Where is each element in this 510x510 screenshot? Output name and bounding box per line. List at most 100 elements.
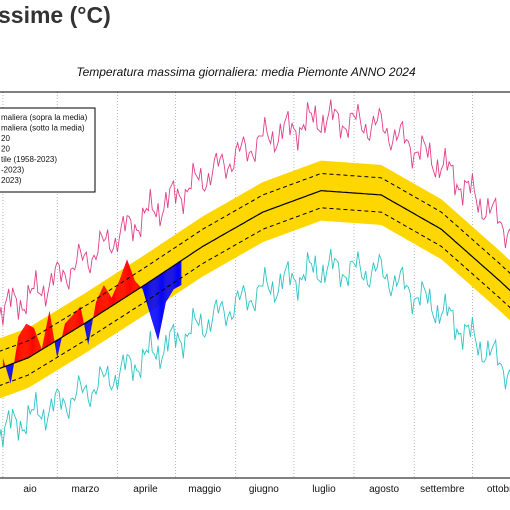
anomaly-above: [102, 285, 104, 312]
anomaly-below: [178, 261, 180, 287]
anomaly-above: [94, 307, 96, 318]
anomaly-below: [176, 263, 178, 288]
anomaly-below: [162, 272, 164, 317]
anomaly-below: [84, 322, 86, 331]
anomaly-above: [123, 267, 125, 299]
anomaly-above: [129, 264, 130, 295]
anomaly-below: [169, 267, 171, 296]
legend-entry: 2023): [1, 176, 22, 185]
month-label: settembre: [420, 484, 465, 495]
anomaly-above: [77, 308, 79, 328]
anomaly-below: [8, 364, 10, 381]
anomaly-above: [47, 315, 49, 347]
plot-border: [0, 91, 510, 479]
record-max-line: [0, 99, 510, 326]
anomaly-above: [24, 325, 26, 360]
anomaly-above: [78, 307, 80, 328]
anomaly-above: [69, 317, 71, 333]
anomaly-below: [85, 322, 87, 336]
anomaly-above: [120, 275, 122, 301]
anomaly-above: [130, 269, 132, 294]
anomaly-above: [16, 342, 18, 363]
legend-entry: -2023): [1, 166, 24, 175]
anomaly-above: [62, 332, 64, 338]
anomaly-below: [177, 262, 179, 288]
anomaly-below: [172, 265, 174, 291]
anomaly-below: [160, 274, 162, 332]
anomaly-below: [163, 271, 165, 312]
anomaly-below: [158, 275, 160, 341]
anomaly-above: [136, 282, 138, 290]
anomaly-above: [31, 326, 33, 357]
anomaly-above: [76, 309, 78, 329]
normal-band: [0, 160, 510, 399]
month-label: maggio: [188, 484, 221, 495]
anomaly-above: [19, 333, 21, 362]
anomaly-below: [56, 340, 58, 358]
anomaly-below: [164, 270, 166, 307]
anomaly-above: [115, 287, 117, 304]
anomaly-above: [21, 330, 23, 361]
anomaly-above: [48, 310, 50, 346]
month-label: marzo: [71, 484, 99, 495]
anomaly-above: [43, 334, 45, 349]
anomaly-above: [70, 316, 72, 332]
anomaly-below: [153, 278, 155, 328]
anomaly-above: [126, 259, 128, 297]
anomaly-above: [134, 280, 136, 292]
anomaly-above: [112, 293, 114, 306]
anomaly-above: [122, 269, 124, 300]
plot-area: [0, 91, 510, 479]
p75-line: [0, 172, 510, 352]
anomaly-above: [98, 293, 100, 315]
anomaly-below: [179, 261, 181, 287]
anomaly-below: [157, 275, 159, 341]
anomaly-above: [30, 325, 32, 357]
anomaly-above: [38, 341, 40, 352]
anomaly-below: [143, 285, 145, 296]
month-label: luglio: [312, 484, 336, 495]
anomaly-above: [63, 327, 65, 337]
anomaly-above: [34, 330, 36, 354]
anomaly-above: [82, 316, 84, 325]
anomaly-above: [109, 294, 111, 308]
p25-line: [0, 207, 510, 386]
anomaly-above: [35, 333, 37, 354]
anomaly-below: [90, 319, 92, 335]
anomaly-above: [66, 320, 68, 335]
plot-clip-group: [0, 92, 510, 478]
anomaly-below: [144, 284, 146, 299]
anomaly-below: [88, 320, 90, 346]
anomaly-below: [146, 283, 148, 306]
month-label: ottobre: [487, 484, 510, 495]
anomaly-above: [75, 310, 77, 329]
anomaly-above: [100, 289, 102, 314]
anomaly-below: [170, 266, 172, 295]
anomaly-above: [51, 322, 53, 344]
anomaly-below: [161, 273, 162, 327]
anomaly-above: [41, 344, 43, 350]
page-title: ssime (°C): [0, 2, 111, 28]
normal-line: [0, 189, 510, 369]
anomaly-above: [2, 357, 4, 368]
anomaly-below: [156, 276, 158, 338]
anomaly-below: [174, 264, 176, 289]
anomaly-above: [17, 336, 19, 362]
anomaly-above: [32, 327, 34, 355]
anomaly-above: [95, 302, 97, 317]
anomaly-above: [125, 261, 127, 298]
anomaly-above: [131, 272, 133, 294]
month-label: agosto: [369, 484, 399, 495]
anomaly-above: [42, 339, 44, 350]
anomaly-above: [74, 311, 76, 330]
anomaly-below: [55, 340, 57, 353]
anomaly-above: [52, 328, 54, 344]
anomaly-above: [33, 327, 35, 355]
anomaly-above: [118, 280, 120, 302]
anomaly-below: [9, 364, 11, 384]
anomaly-above: [114, 289, 116, 305]
record-min-line: [0, 248, 510, 448]
anomaly-above: [135, 281, 137, 291]
anomaly-above: [64, 323, 65, 337]
anomaly-below: [10, 363, 12, 384]
